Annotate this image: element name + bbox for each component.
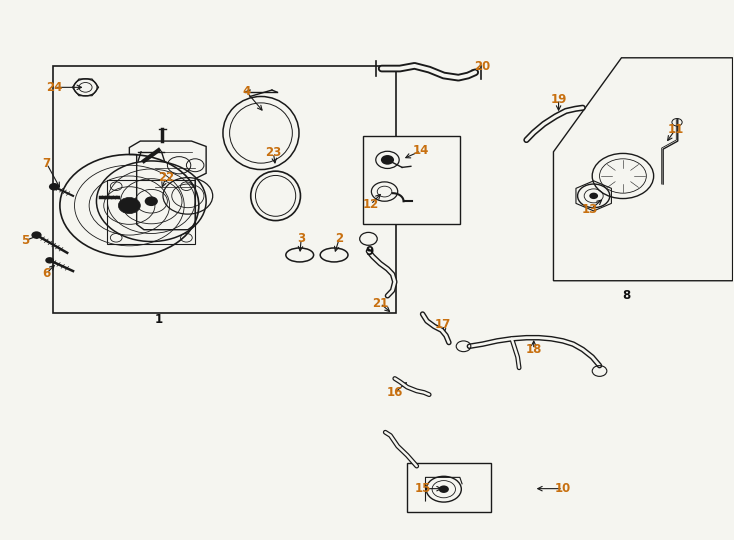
Circle shape — [118, 198, 140, 214]
Text: 19: 19 — [550, 93, 567, 106]
Text: 24: 24 — [46, 81, 62, 94]
Bar — [363, 136, 460, 224]
Text: 23: 23 — [265, 146, 282, 159]
Text: 16: 16 — [387, 386, 403, 399]
Circle shape — [32, 231, 42, 239]
Bar — [53, 66, 396, 313]
Text: 10: 10 — [555, 482, 571, 495]
Text: 20: 20 — [474, 60, 490, 73]
Text: 8: 8 — [622, 289, 631, 302]
Text: 15: 15 — [415, 482, 431, 495]
Text: 3: 3 — [297, 232, 305, 245]
Text: 22: 22 — [158, 171, 174, 184]
Text: 4: 4 — [242, 85, 250, 98]
Text: 7: 7 — [43, 157, 51, 170]
Text: 5: 5 — [21, 234, 29, 247]
Text: 21: 21 — [372, 297, 388, 310]
Text: 18: 18 — [526, 343, 542, 356]
Bar — [407, 463, 491, 512]
Circle shape — [439, 485, 449, 493]
Text: 12: 12 — [363, 198, 379, 211]
Circle shape — [46, 257, 54, 264]
Text: 1: 1 — [155, 313, 163, 326]
Text: 2: 2 — [335, 232, 344, 245]
Text: 9: 9 — [366, 245, 374, 258]
Circle shape — [145, 197, 158, 206]
Text: 11: 11 — [667, 123, 683, 136]
Text: 14: 14 — [413, 144, 429, 157]
Circle shape — [589, 193, 598, 199]
Text: 13: 13 — [582, 204, 598, 217]
Circle shape — [49, 183, 59, 191]
Circle shape — [381, 155, 394, 165]
Text: 17: 17 — [435, 318, 451, 332]
Text: 6: 6 — [43, 267, 51, 280]
